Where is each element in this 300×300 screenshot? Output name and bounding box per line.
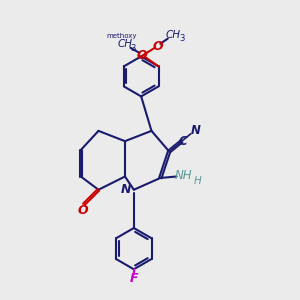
Text: O: O (77, 205, 88, 218)
Text: N: N (120, 183, 131, 196)
Text: O: O (152, 40, 163, 52)
Text: 3: 3 (179, 34, 184, 43)
Text: CH: CH (166, 30, 181, 40)
Text: CH: CH (117, 39, 132, 49)
Text: 3: 3 (130, 44, 135, 52)
Text: F: F (130, 272, 138, 285)
Text: C: C (178, 135, 187, 148)
Text: NH: NH (175, 169, 193, 182)
Text: H: H (194, 176, 202, 186)
Text: N: N (191, 124, 201, 137)
Text: O: O (137, 49, 148, 62)
Text: methoxy: methoxy (106, 33, 137, 39)
